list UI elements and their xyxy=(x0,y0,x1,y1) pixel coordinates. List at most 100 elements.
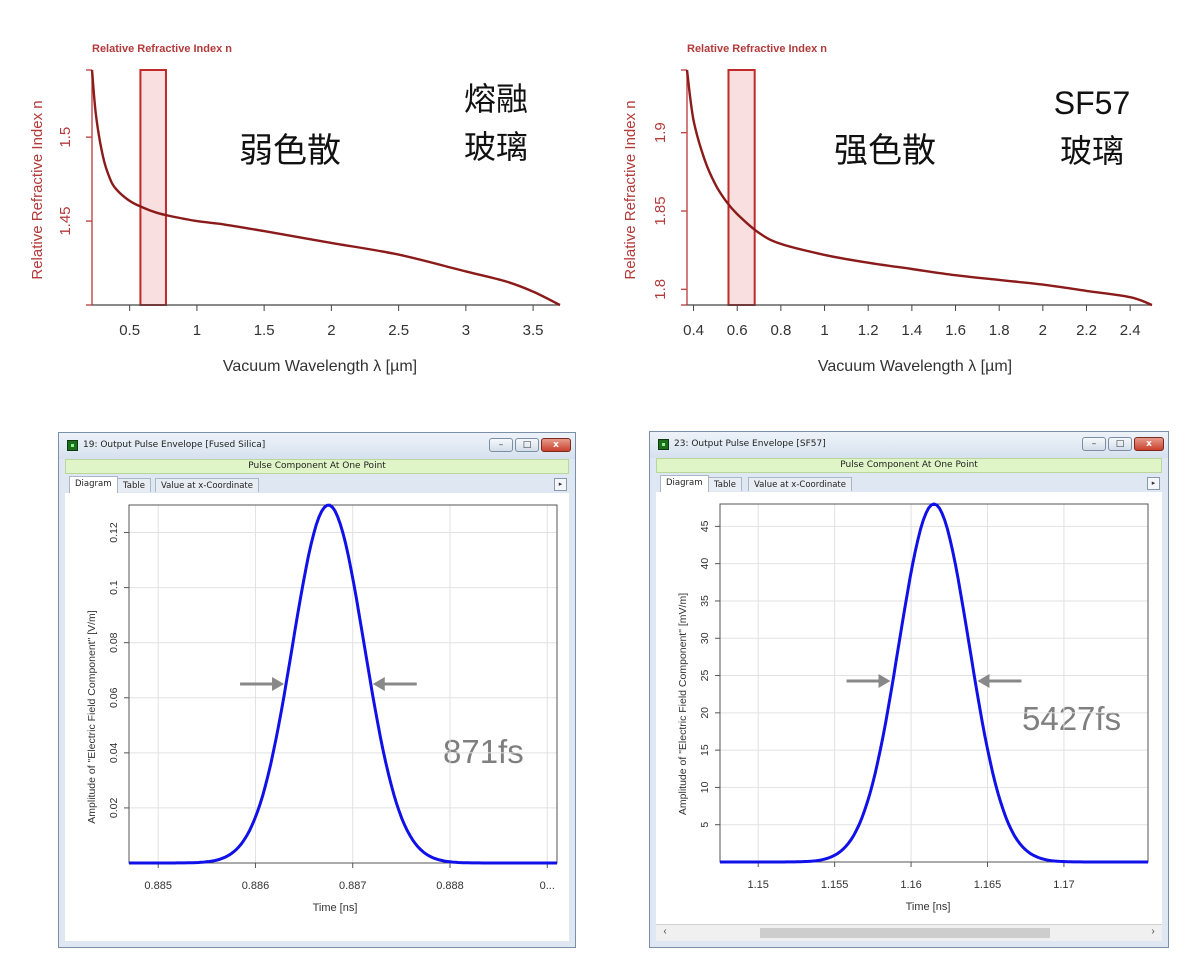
close-button[interactable]: x xyxy=(1134,437,1164,451)
sf57-dispersion-panel: Relative Refractive Index n Relative Ref… xyxy=(590,0,1186,400)
pulse-envelope-curve xyxy=(720,502,1148,864)
minimize-button[interactable]: – xyxy=(489,438,513,452)
tab-value-at-x[interactable]: Value at x-Coordinate xyxy=(748,477,852,491)
fused-silica-dispersion-panel: Relative Refractive Index n Relative Ref… xyxy=(0,0,590,400)
x-tick-label: 2.5 xyxy=(388,322,409,339)
material-label-line1: SF57 xyxy=(1054,85,1130,121)
sf57-pulse-window: 23: Output Pulse Envelope [SF57] – □ x P… xyxy=(649,431,1169,948)
plot-frame xyxy=(719,503,1149,863)
diagram-area: Amplitude of "Electric Field Component" … xyxy=(65,493,569,941)
chart-title: Relative Refractive Index n xyxy=(687,43,827,55)
x-tick-label: 1.2 xyxy=(858,322,879,339)
minimize-button[interactable]: – xyxy=(1082,437,1106,451)
horizontal-scrollbar[interactable]: ‹ › xyxy=(656,924,1162,941)
y-tick-label: 0.12 xyxy=(108,522,120,543)
view-tabs: Diagram Table Value at x-Coordinate ▸ xyxy=(656,475,1162,493)
x-tick-label: 3 xyxy=(462,322,470,339)
x-tick-label: 0.8 xyxy=(770,322,791,339)
y-tick-label: 10 xyxy=(699,781,711,793)
y-tick-label: 0.06 xyxy=(108,687,120,708)
y-axis-label: Amplitude of "Electric Field Component" … xyxy=(677,593,689,815)
document-window-icon xyxy=(658,439,669,450)
x-tick-label: 1 xyxy=(820,322,828,339)
wavelength-highlight-band xyxy=(139,69,167,306)
y-axis-label: Amplitude of "Electric Field Component" … xyxy=(86,610,98,824)
chart-title: Relative Refractive Index n xyxy=(92,43,232,55)
scrollbar-thumb[interactable] xyxy=(760,928,1050,938)
pulse-subtitle-bar: Pulse Component At One Point xyxy=(65,459,569,474)
pulse-envelope-curve xyxy=(129,503,557,865)
x-tick-label: 0... xyxy=(540,880,555,892)
x-tick-label: 2.4 xyxy=(1120,322,1141,339)
x-tick-label: 0.6 xyxy=(727,322,748,339)
y-tick-label: 25 xyxy=(699,670,711,682)
tab-scroll-right-icon[interactable]: ▸ xyxy=(554,478,567,491)
x-tick-label: 1.4 xyxy=(901,322,922,339)
fused-silica-dispersion-chart: Relative Refractive Index n Relative Ref… xyxy=(29,43,561,375)
pulse-width-label: 871fs xyxy=(443,733,524,770)
x-tick-label: 0.888 xyxy=(436,880,464,892)
fwhm-left-arrowhead xyxy=(272,677,285,691)
dispersion-annotation: 强色散 xyxy=(834,132,936,170)
diagram-area: Amplitude of "Electric Field Component" … xyxy=(656,492,1162,941)
x-tick-label: 3.5 xyxy=(523,322,544,339)
close-button[interactable]: x xyxy=(541,438,571,452)
document-window-icon xyxy=(67,440,78,451)
x-axis-label: Time [ns] xyxy=(906,901,951,913)
x-tick-label: 0.885 xyxy=(144,880,172,892)
material-label-line1: 熔融 xyxy=(464,81,528,117)
x-tick-label: 1.5 xyxy=(254,322,275,339)
pulse-subtitle-bar: Pulse Component At One Point xyxy=(656,458,1162,473)
x-tick-label: 0.5 xyxy=(119,322,140,339)
y-tick-label: 15 xyxy=(699,744,711,756)
y-tick-label: 45 xyxy=(699,520,711,532)
pulse-width-label: 5427fs xyxy=(1022,700,1121,737)
tab-table[interactable]: Table xyxy=(708,477,742,491)
dispersion-curve xyxy=(90,69,561,307)
tab-diagram[interactable]: Diagram xyxy=(69,476,118,493)
y-axis-label: Relative Refractive Index n xyxy=(29,100,46,279)
x-tick-label: 1.17 xyxy=(1053,879,1074,891)
x-tick-label: 1.165 xyxy=(974,879,1002,891)
tab-scroll-right-icon[interactable]: ▸ xyxy=(1147,477,1160,490)
scroll-left-icon[interactable]: ‹ xyxy=(663,926,667,937)
y-tick-label: 20 xyxy=(699,707,711,719)
fused-silica-pulse-chart: Amplitude of "Electric Field Component" … xyxy=(86,503,558,914)
sf57-dispersion-chart: Relative Refractive Index n Relative Ref… xyxy=(622,43,1153,375)
fwhm-right-arrowhead xyxy=(372,677,385,691)
window-title: 23: Output Pulse Envelope [SF57] xyxy=(674,439,826,449)
y-tick-label: 0.04 xyxy=(108,742,120,763)
plot-frame xyxy=(128,504,558,864)
material-label-line2: 玻璃 xyxy=(464,129,528,165)
tab-diagram[interactable]: Diagram xyxy=(660,475,709,492)
y-tick-label: 0.02 xyxy=(108,798,120,819)
tab-value-at-x[interactable]: Value at x-Coordinate xyxy=(155,478,259,492)
x-tick-label: 0.4 xyxy=(683,322,704,339)
scroll-right-icon[interactable]: › xyxy=(1151,926,1155,937)
x-tick-label: 1.8 xyxy=(989,322,1010,339)
dispersion-curve xyxy=(685,69,1153,307)
sf57-pulse-chart: Amplitude of "Electric Field Component" … xyxy=(677,502,1149,913)
x-tick-label: 1.16 xyxy=(900,879,921,891)
y-tick-label: 0.08 xyxy=(108,632,120,653)
x-axis-label: Time [ns] xyxy=(313,902,358,914)
window-titlebar[interactable]: 23: Output Pulse Envelope [SF57] – □ x xyxy=(650,432,1168,458)
view-tabs: Diagram Table Value at x-Coordinate ▸ xyxy=(65,476,569,494)
x-tick-label: 0.887 xyxy=(339,880,367,892)
fwhm-left-arrowhead xyxy=(878,674,891,688)
fwhm-right-arrowhead xyxy=(977,674,990,688)
y-tick-label: 40 xyxy=(699,558,711,570)
fused-silica-pulse-window: 19: Output Pulse Envelope [Fused Silica]… xyxy=(58,432,576,948)
y-tick-label: 1.9 xyxy=(652,122,669,143)
y-tick-label: 30 xyxy=(699,632,711,644)
window-titlebar[interactable]: 19: Output Pulse Envelope [Fused Silica]… xyxy=(59,433,575,459)
x-tick-label: 1.6 xyxy=(945,322,966,339)
y-tick-label: 1.85 xyxy=(652,196,669,225)
y-tick-label: 1.45 xyxy=(57,206,74,235)
x-tick-label: 2 xyxy=(327,322,335,339)
y-tick-label: 1.8 xyxy=(652,279,669,300)
x-tick-label: 2.2 xyxy=(1076,322,1097,339)
maximize-button[interactable]: □ xyxy=(515,438,539,452)
tab-table[interactable]: Table xyxy=(117,478,151,492)
maximize-button[interactable]: □ xyxy=(1108,437,1132,451)
